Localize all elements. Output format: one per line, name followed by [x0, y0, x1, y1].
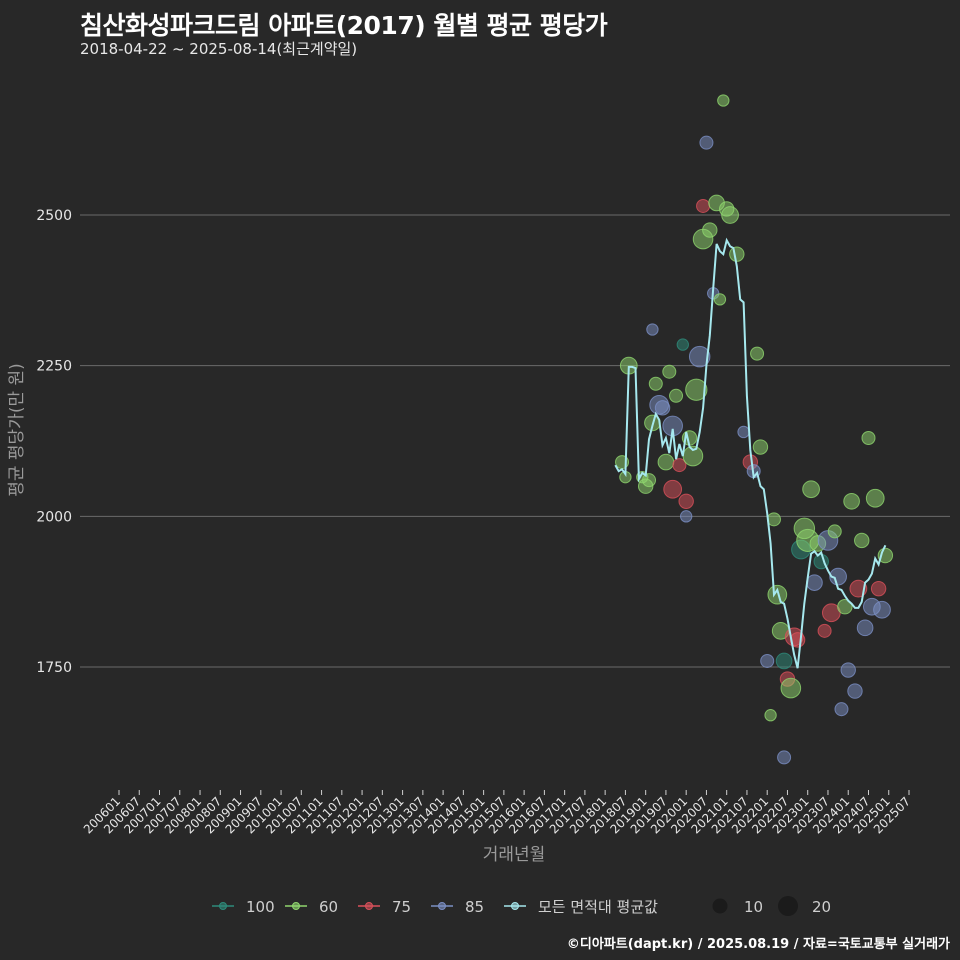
legend-size-label: 20	[812, 898, 831, 916]
legend-label-100: 100	[246, 898, 275, 916]
grid-lines	[80, 214, 950, 668]
legend-size-circle	[778, 896, 798, 916]
data-point-85	[680, 510, 693, 523]
data-point-60	[837, 599, 853, 615]
data-point-75	[678, 493, 694, 509]
data-point-85	[688, 345, 711, 368]
legend-size-circle	[712, 898, 728, 914]
data-point-100	[676, 338, 689, 351]
data-point-75	[696, 198, 711, 213]
data-point-60	[865, 488, 885, 508]
legend-label-avg: 모든 면적대 평균값	[538, 898, 658, 916]
data-point-85	[654, 400, 671, 416]
chart-subtitle: 2018-04-22 ~ 2025-08-14(최근계약일)	[80, 40, 358, 58]
chart-title: 침산화성파크드림 아파트(2017) 월별 평균 평당가	[80, 11, 608, 40]
data-point-60	[764, 709, 777, 722]
data-point-60	[648, 376, 663, 391]
legend-label-60: 60	[319, 898, 338, 916]
data-point-60	[729, 246, 745, 262]
data-point-85	[856, 619, 874, 637]
data-point-60	[827, 524, 842, 539]
data-point-75	[672, 458, 687, 473]
y-axis-label: 평균 평당가(만 원)	[7, 363, 27, 497]
scatter-points	[615, 94, 894, 765]
data-point-60	[750, 346, 765, 361]
data-point-100	[775, 652, 793, 670]
y-tick-label: 1750	[36, 660, 72, 676]
data-point-85	[646, 323, 659, 336]
x-axis-label: 거래년월	[483, 845, 546, 865]
average-line-group	[614, 237, 887, 669]
data-point-60	[767, 584, 788, 605]
legend-dot-avg	[511, 902, 519, 910]
data-point-75	[663, 479, 683, 499]
data-point-60	[642, 473, 657, 488]
data-point-85	[806, 574, 823, 591]
data-point-60	[802, 480, 820, 499]
data-point-85	[777, 750, 792, 765]
legend: 100 60 75 85 모든 면적대 평균값 10 20	[212, 896, 831, 916]
data-point-60	[717, 94, 730, 107]
data-point-60	[861, 430, 876, 445]
data-point-60	[854, 532, 870, 549]
data-point-85	[829, 567, 847, 586]
data-point-85	[699, 135, 714, 150]
y-tick-label: 2500	[36, 208, 72, 224]
legend-label-85: 85	[465, 898, 484, 916]
data-point-85	[847, 683, 863, 699]
data-point-85	[834, 702, 849, 717]
data-point-60	[657, 453, 675, 471]
legend-dot-85	[438, 902, 446, 910]
data-point-60	[685, 378, 708, 401]
data-point-85	[737, 425, 750, 439]
data-point-75	[870, 580, 887, 597]
average-line	[614, 237, 887, 669]
y-tick-label: 2000	[36, 509, 72, 525]
y-tick-label: 2250	[36, 359, 72, 375]
legend-dot-100	[219, 902, 227, 910]
data-point-60	[766, 512, 781, 527]
data-point-60	[843, 492, 860, 510]
data-point-60	[721, 206, 739, 224]
legend-label-75: 75	[392, 898, 411, 916]
y-axis-ticks: 1750 2000 2250 2500	[36, 208, 72, 676]
data-point-60	[752, 439, 769, 455]
data-point-75	[817, 623, 832, 638]
data-point-60	[662, 364, 677, 379]
data-point-60	[713, 293, 727, 306]
data-point-60	[702, 222, 718, 238]
footer-credit: ©디아파트(dapt.kr) / 2025.08.19 / 자료=국토교통부 실…	[566, 937, 950, 952]
legend-size-label: 10	[744, 898, 763, 916]
data-point-85	[873, 600, 891, 619]
legend-dot-60	[292, 902, 300, 910]
data-point-85	[760, 653, 775, 668]
data-point-85	[840, 662, 856, 678]
x-axis-ticks: 2006012006072007012007072008012008072009…	[81, 790, 913, 837]
data-point-60	[780, 677, 802, 699]
data-point-60	[669, 388, 684, 403]
legend-dot-75	[365, 902, 373, 910]
